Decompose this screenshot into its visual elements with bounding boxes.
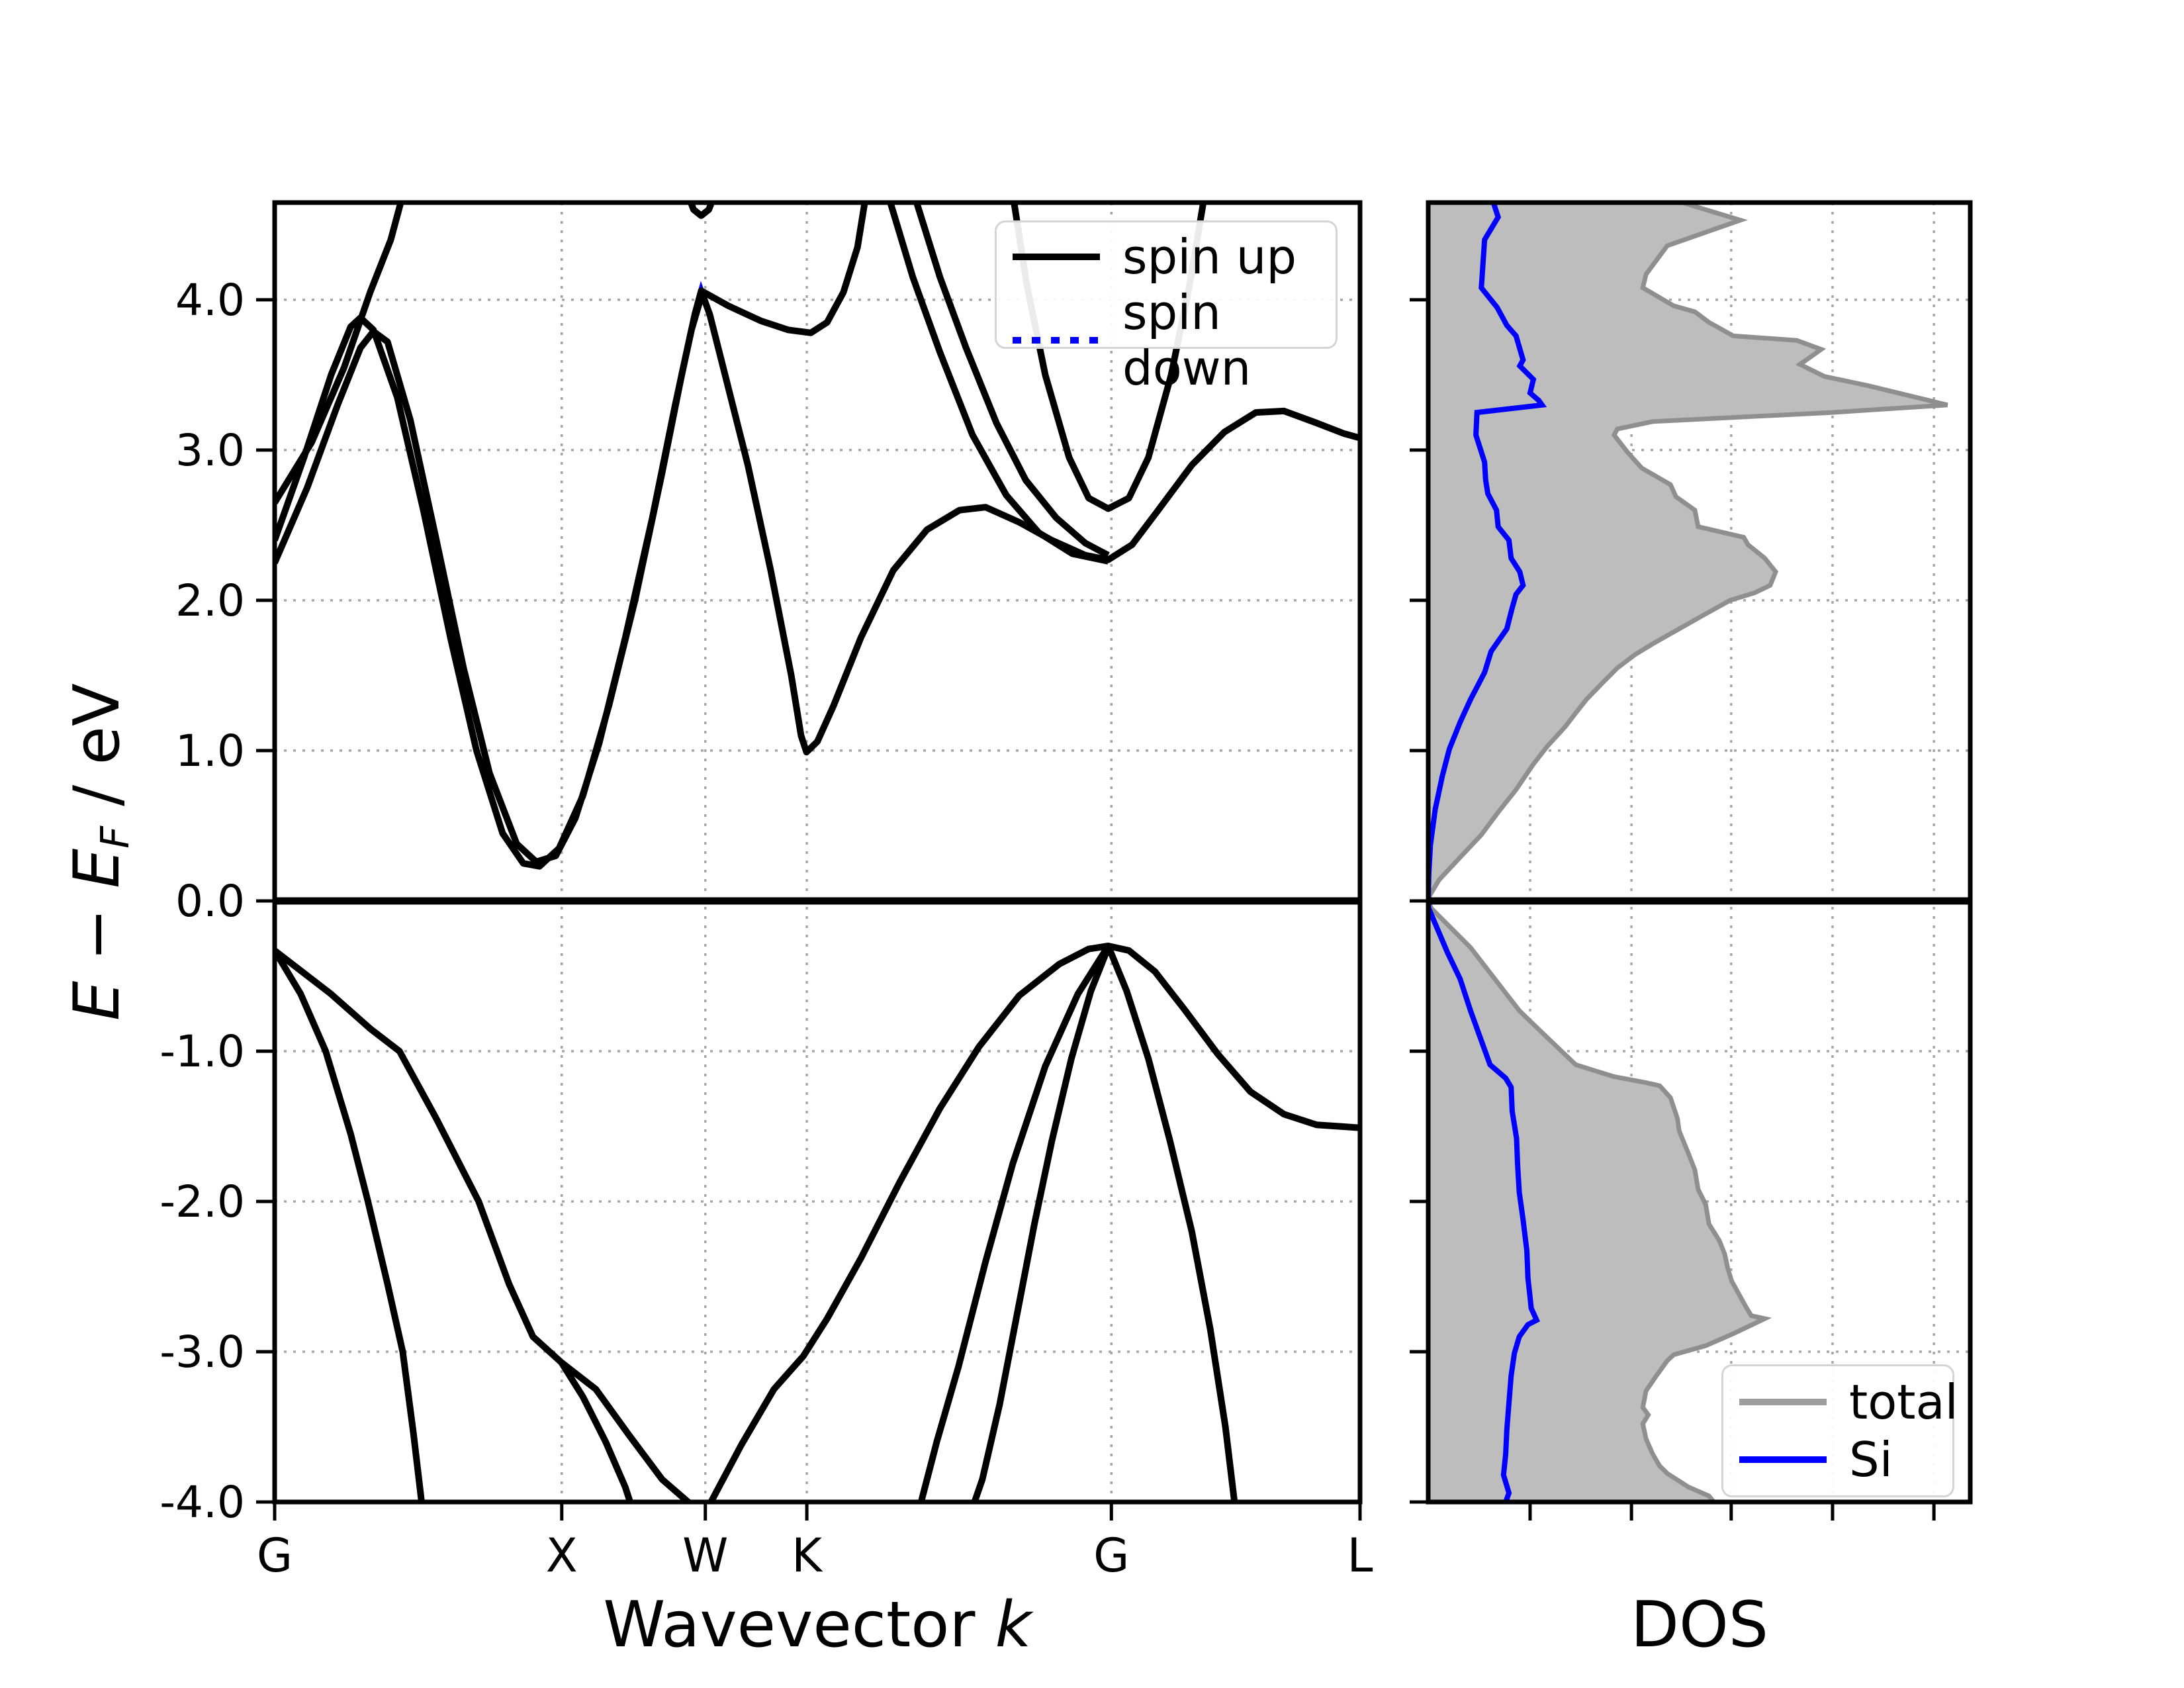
dos-curves	[1428, 203, 1948, 1502]
ylabel-unit: / eV	[61, 683, 134, 826]
y-tick-label-2.0: 2.0	[175, 575, 245, 626]
ylabel-E: E	[61, 980, 134, 1021]
spin-down-label: spin down	[1122, 285, 1251, 396]
k-tick-label-K: K	[792, 1528, 823, 1583]
k-tick-label-G: G	[257, 1528, 293, 1583]
total-dos-area	[1428, 203, 1948, 1502]
total-dos-line-swatch	[1739, 1399, 1827, 1406]
band-spin-up-valence-KG-steep1	[917, 944, 1111, 1502]
bands-spin-up	[275, 203, 1360, 1502]
ylabel-EF: E	[61, 848, 134, 888]
band-spin-down-valence-GL-steep	[1105, 945, 1238, 1502]
band-spin-up-conduction-W-plateau	[700, 203, 868, 336]
spin-up-line-swatch	[1013, 254, 1100, 260]
y-tick-label--1.0: -1.0	[159, 1026, 245, 1077]
y-tick-label--2.0: -2.0	[159, 1176, 245, 1227]
si-dos-line-swatch	[1739, 1456, 1827, 1463]
xlabel-text: Wavevector	[603, 1589, 995, 1662]
y-tick-label-4.0: 4.0	[175, 275, 245, 326]
band-spin-up-valence-light-G	[275, 949, 426, 1502]
band-spin-up-valence-GL-steep	[1105, 945, 1238, 1502]
x-axis-label-wavevector: Wavevector k	[603, 1589, 1031, 1662]
k-tick-label-L: L	[1347, 1528, 1373, 1583]
y-tick-label-3.0: 3.0	[175, 425, 245, 476]
band-legend-row-spin-up: spin up	[1013, 229, 1320, 285]
band-spin-up-valence-heavy	[275, 943, 1360, 1502]
band-legend-row-spin-down: spin down	[1013, 285, 1320, 396]
xlabel-k: k	[995, 1589, 1032, 1662]
band-spin-up-valence-KG-steep2	[971, 946, 1112, 1502]
band-legend: spin up spin down	[995, 220, 1338, 396]
band-spin-down-valence-light-G	[275, 949, 425, 1502]
dos-legend-row-si: Si	[1739, 1432, 1936, 1487]
band-spin-up-conduction-main	[275, 287, 1360, 870]
ylabel-minus: −	[61, 888, 134, 981]
y-tick-label--4.0: -4.0	[159, 1477, 245, 1528]
spin-up-label: spin up	[1122, 229, 1297, 285]
band-spin-up-conduction-KG-pairA	[887, 203, 1109, 565]
dos-axis-label: DOS	[1630, 1589, 1769, 1662]
band-spin-up-conduction-twin	[275, 295, 705, 865]
band-spin-up-valence-X-branch	[558, 1360, 634, 1502]
si-dos-label: Si	[1849, 1431, 1893, 1487]
k-tick-label-G: G	[1093, 1528, 1129, 1583]
band-spin-up-conduction-KG-pairB	[913, 203, 1110, 559]
y-tick-label--3.0: -3.0	[159, 1327, 245, 1378]
y-tick-label-1.0: 1.0	[175, 726, 245, 776]
spin-down-line-swatch	[1013, 337, 1100, 344]
ticks-and-labels: 4.03.02.01.00.0-1.0-2.0-3.0-4.0G X W K G L	[159, 275, 1936, 1583]
si-dos-line	[1428, 203, 1547, 1502]
band-spin-up-conduction-W-notch	[687, 203, 715, 219]
y-axis-label: E − EF / eV	[61, 683, 138, 1021]
total-dos-label: total	[1849, 1374, 1958, 1430]
k-tick-label-X: X	[546, 1528, 578, 1583]
gridlines	[275, 203, 1970, 1502]
dos-legend-row-total: total	[1739, 1374, 1958, 1430]
k-tick-label-W: W	[682, 1528, 728, 1583]
dos-legend: total Si	[1721, 1364, 1958, 1497]
panel-spines	[272, 200, 1973, 1505]
band-spin-down-conduction-W-plateau	[700, 203, 868, 336]
y-tick-label-0.0: 0.0	[175, 876, 245, 927]
ylabel-sub-F: F	[91, 825, 138, 849]
